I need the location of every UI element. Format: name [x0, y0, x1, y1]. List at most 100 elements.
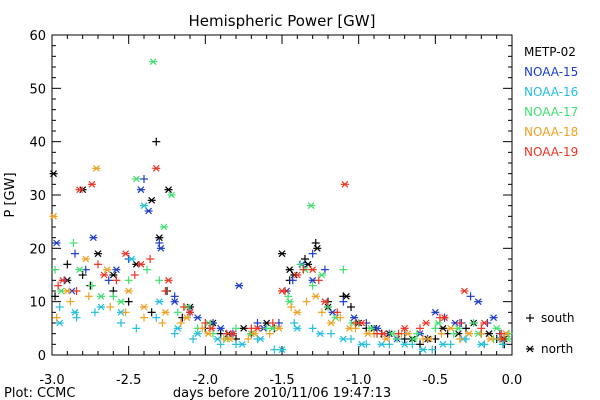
data-point-north [253, 324, 262, 332]
data-point-north [207, 324, 216, 332]
data-point-south [339, 265, 348, 274]
data-point-north [342, 292, 351, 300]
x-tick-label: -2.5 [116, 373, 141, 388]
data-point-north [307, 202, 316, 210]
data-point-north [103, 266, 112, 274]
data-point-south [146, 255, 155, 263]
data-point-north [121, 250, 130, 258]
data-point-south [106, 303, 115, 311]
data-point-south [112, 276, 121, 285]
y-axis-label: P [GW] [3, 172, 18, 217]
y-tick-label: 60 [29, 29, 46, 44]
data-point-north [228, 330, 237, 338]
data-point-north [89, 234, 98, 242]
data-point-north [58, 276, 67, 284]
data-point-south [90, 308, 99, 317]
x-axis-label: days before 2010/11/06 19:47:13 [173, 386, 391, 400]
data-point-north [127, 255, 136, 263]
data-point-south [469, 319, 478, 327]
data-point-north [454, 324, 463, 332]
data-point-south [189, 335, 198, 343]
data-point-south [179, 303, 188, 311]
data-point-north [152, 164, 161, 172]
data-point-north [216, 324, 225, 332]
data-point-south [339, 297, 348, 306]
data-point-south [437, 329, 446, 338]
data-point-north [480, 319, 489, 327]
y-tick-label: 40 [29, 136, 46, 151]
data-point-north [159, 223, 168, 231]
data-point-north [161, 308, 170, 316]
data-point-north [132, 175, 141, 183]
data-point-south [124, 297, 133, 306]
legend-entry: NOAA-18 [524, 125, 578, 139]
data-point-north [431, 308, 440, 316]
data-point-south [270, 345, 279, 354]
data-point-south [158, 319, 167, 327]
data-point-north [422, 319, 431, 327]
data-point-north [278, 250, 286, 258]
data-point-south [152, 313, 161, 322]
marker-legend-label: south [541, 311, 575, 325]
data-point-south [268, 319, 277, 327]
data-point-north [147, 196, 156, 204]
data-point-north [49, 170, 58, 178]
data-point-north [440, 314, 449, 322]
data-point-north [235, 282, 244, 290]
data-point-north [439, 340, 447, 348]
data-point-south [198, 324, 207, 333]
data-point-north [474, 298, 483, 306]
y-tick-label: 0 [38, 349, 46, 364]
y-tick-label: 20 [29, 242, 46, 257]
data-point-north [109, 271, 118, 279]
legend-entry: METP-02 [524, 45, 576, 59]
data-point-south [336, 313, 345, 322]
data-point-north [256, 335, 265, 343]
data-point-south [155, 276, 164, 285]
data-point-south [314, 276, 323, 285]
data-point-south [161, 287, 170, 295]
data-point-north [285, 266, 294, 274]
data-point-north [49, 212, 58, 220]
data-point-south [244, 335, 253, 343]
data-point-north [278, 346, 286, 354]
data-point-north [193, 314, 202, 322]
data-point-south [497, 329, 506, 338]
data-point-north [403, 330, 412, 338]
data-point-north [124, 287, 133, 295]
data-point-south [72, 287, 81, 295]
data-point-north [250, 330, 259, 338]
data-point-north [52, 239, 61, 247]
x-tick-label: -3.0 [39, 373, 64, 388]
data-point-north [345, 324, 354, 332]
data-point-north [182, 314, 191, 322]
data-point-north [317, 271, 326, 279]
data-point-south [317, 308, 326, 317]
data-point-north [97, 292, 106, 300]
data-point-north [100, 271, 109, 279]
data-point-north [285, 298, 294, 306]
data-point-south [455, 335, 464, 343]
data-point-north [340, 180, 349, 188]
data-point-south [130, 271, 139, 279]
data-point-south [296, 260, 305, 269]
data-point-north [357, 340, 366, 348]
data-point-north [170, 298, 179, 306]
data-point-south [347, 303, 355, 311]
data-point-south [201, 319, 210, 327]
x-tick-label: -0.5 [423, 373, 448, 388]
data-point-north [316, 330, 325, 338]
data-point-north [173, 324, 182, 332]
data-point-north [382, 335, 391, 343]
data-point-south [288, 276, 297, 285]
data-point-north [149, 58, 158, 66]
data-point-south [51, 265, 60, 274]
data-point-north [75, 266, 84, 274]
data-point-north [489, 314, 498, 322]
data-point-north [327, 319, 336, 327]
data-point-north [419, 346, 428, 354]
data-point-north [446, 324, 455, 332]
data-point-south [311, 239, 320, 247]
data-point-south [71, 249, 79, 258]
